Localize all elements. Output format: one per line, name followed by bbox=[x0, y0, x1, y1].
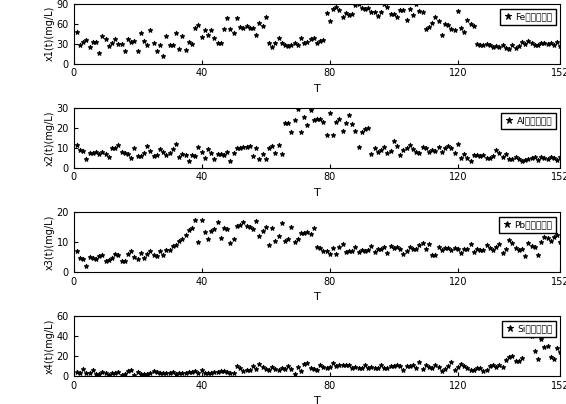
Y-axis label: x1(t)(mg/L): x1(t)(mg/L) bbox=[45, 6, 55, 61]
X-axis label: T: T bbox=[314, 396, 320, 404]
Legend: Fe元素浓度値: Fe元素浓度値 bbox=[500, 8, 556, 25]
Legend: Pb元素浓度値: Pb元素浓度値 bbox=[499, 217, 556, 233]
X-axis label: T: T bbox=[314, 188, 320, 198]
Y-axis label: x3(t)(mg/L): x3(t)(mg/L) bbox=[45, 214, 55, 269]
Y-axis label: x4(t)(mg/L): x4(t)(mg/L) bbox=[45, 318, 55, 374]
Legend: Al元素浓度値: Al元素浓度値 bbox=[501, 113, 556, 129]
X-axis label: T: T bbox=[314, 292, 320, 302]
Y-axis label: x2(t)(mg/L): x2(t)(mg/L) bbox=[45, 110, 55, 166]
X-axis label: T: T bbox=[314, 84, 320, 94]
Legend: Si元素浓度値: Si元素浓度値 bbox=[501, 321, 556, 337]
